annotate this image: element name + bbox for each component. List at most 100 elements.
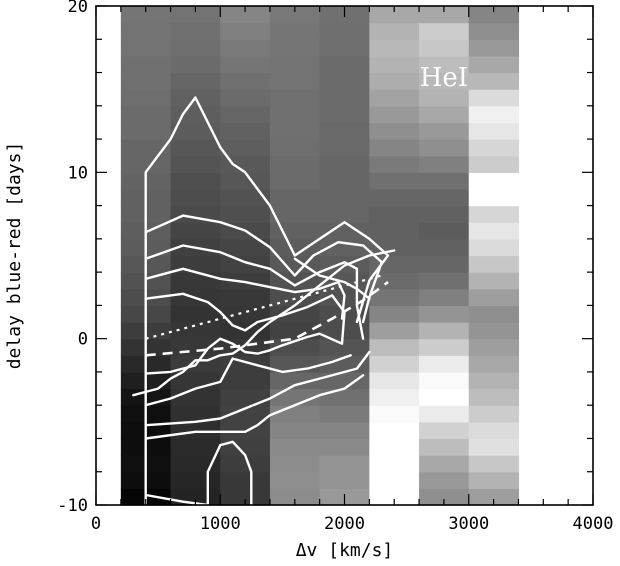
heatmap-cell — [220, 305, 271, 323]
heatmap-cell — [369, 288, 420, 306]
heatmap-cell — [170, 122, 221, 140]
heatmap-cell — [468, 438, 520, 456]
heatmap-cell — [468, 205, 520, 223]
heatmap-cell — [468, 288, 520, 306]
y-tick-label: -10 — [57, 496, 88, 516]
heatmap-cell — [369, 322, 420, 340]
heatmap-cell — [269, 22, 321, 40]
heatmap-cell — [419, 488, 470, 506]
heatmap-cell — [319, 188, 370, 207]
heatmap-cell — [468, 488, 520, 506]
heatmap-cell — [369, 122, 420, 140]
heatmap-cell — [419, 455, 470, 473]
heatmap-cell — [170, 421, 221, 440]
heatmap-cell — [319, 222, 370, 240]
heatmap-cell — [170, 72, 221, 90]
heatmap-cell — [369, 155, 420, 173]
x-tick-label: 3000 — [448, 514, 489, 534]
heatmap-cell — [269, 139, 321, 157]
heatmap-cell — [419, 255, 470, 273]
heatmap-cell — [319, 405, 370, 423]
heatmap-cell — [468, 371, 520, 390]
heatmap-cell — [369, 205, 420, 223]
contour-line — [206, 440, 253, 507]
heatmap-cell — [369, 188, 420, 207]
contour-line — [144, 244, 365, 340]
panel-label: HeI — [420, 63, 468, 93]
heatmap-cell — [468, 322, 520, 340]
heatmap-cell — [419, 388, 470, 406]
heatmap-cell — [120, 39, 172, 57]
x-tick-label: 4000 — [573, 514, 614, 534]
heatmap-cell — [269, 222, 321, 240]
heatmap-cell — [269, 122, 321, 140]
heatmap-cell — [419, 438, 470, 456]
heatmap-cell — [170, 305, 221, 323]
heatmap-cell — [220, 288, 271, 306]
heatmap-cell — [419, 139, 470, 157]
heatmap-cell — [468, 122, 520, 140]
heatmap-cell — [220, 238, 271, 257]
heatmap-cell — [468, 89, 520, 107]
heatmap-cell — [419, 305, 470, 323]
heatmap-cell — [419, 205, 470, 223]
x-axis-title: Δv [km/s] — [296, 540, 394, 561]
heatmap-cell — [369, 105, 420, 124]
heatmap-cell — [468, 421, 520, 440]
heatmap-cell — [120, 55, 172, 74]
heatmap-cell — [369, 89, 420, 107]
heatmap-cell — [120, 72, 172, 90]
heatmap-cell — [468, 355, 520, 373]
heatmap-cell — [269, 288, 321, 306]
heatmap-cell — [269, 72, 321, 90]
dotted-trend-line — [145, 274, 383, 340]
heatmap-cell — [419, 355, 470, 373]
heatmap-cell — [319, 471, 370, 489]
x-tick-label: 0 — [91, 514, 101, 534]
heatmap-cell — [269, 238, 321, 257]
heatmap-cell — [170, 338, 221, 356]
heatmap-cell — [120, 122, 172, 140]
heatmap-cell — [468, 72, 520, 90]
heatmap-cell — [220, 39, 271, 57]
heatmap-cell — [269, 488, 321, 506]
axis-ticks — [95, 5, 594, 506]
heatmap-cell — [419, 6, 470, 24]
heatmap-cell — [468, 471, 520, 489]
heatmap-cell — [419, 72, 470, 90]
heatmap-cell — [319, 155, 370, 173]
heatmap-cell — [220, 438, 271, 456]
heatmap-cell — [319, 338, 370, 356]
heatmap-cell — [419, 188, 470, 207]
heatmap-cell — [369, 172, 420, 190]
heatmap-cell — [220, 255, 271, 273]
heatmap-cell — [269, 39, 321, 57]
heatmap-cell — [170, 388, 221, 406]
heatmap-cell — [419, 371, 470, 390]
heatmap-cell — [220, 172, 271, 190]
heatmap-cell — [269, 105, 321, 124]
heatmap-cell — [468, 305, 520, 323]
heatmap-cell — [419, 338, 470, 356]
y-tick-label: 10 — [68, 163, 88, 183]
heatmap-cell — [468, 105, 520, 124]
heatmap-cell — [220, 188, 271, 207]
heatmap-cell — [419, 55, 470, 74]
heatmap-cell — [269, 371, 321, 390]
heatmap-cell — [319, 122, 370, 140]
heatmap-cell — [369, 22, 420, 40]
heatmap-cell — [369, 471, 420, 489]
heatmap-cell — [269, 405, 321, 423]
heatmap-cell — [220, 122, 271, 140]
heatmap-cell — [220, 405, 271, 423]
heatmap-cell — [369, 222, 420, 240]
heatmap-cell — [170, 172, 221, 190]
heatmap-cell — [369, 6, 420, 24]
heatmap-cell — [419, 222, 470, 240]
heatmap-cell — [170, 405, 221, 423]
x-tick-label: 2000 — [324, 514, 365, 534]
heatmap-cell — [120, 139, 172, 157]
heatmap-cell — [220, 55, 271, 74]
heatmap-cell — [269, 305, 321, 323]
